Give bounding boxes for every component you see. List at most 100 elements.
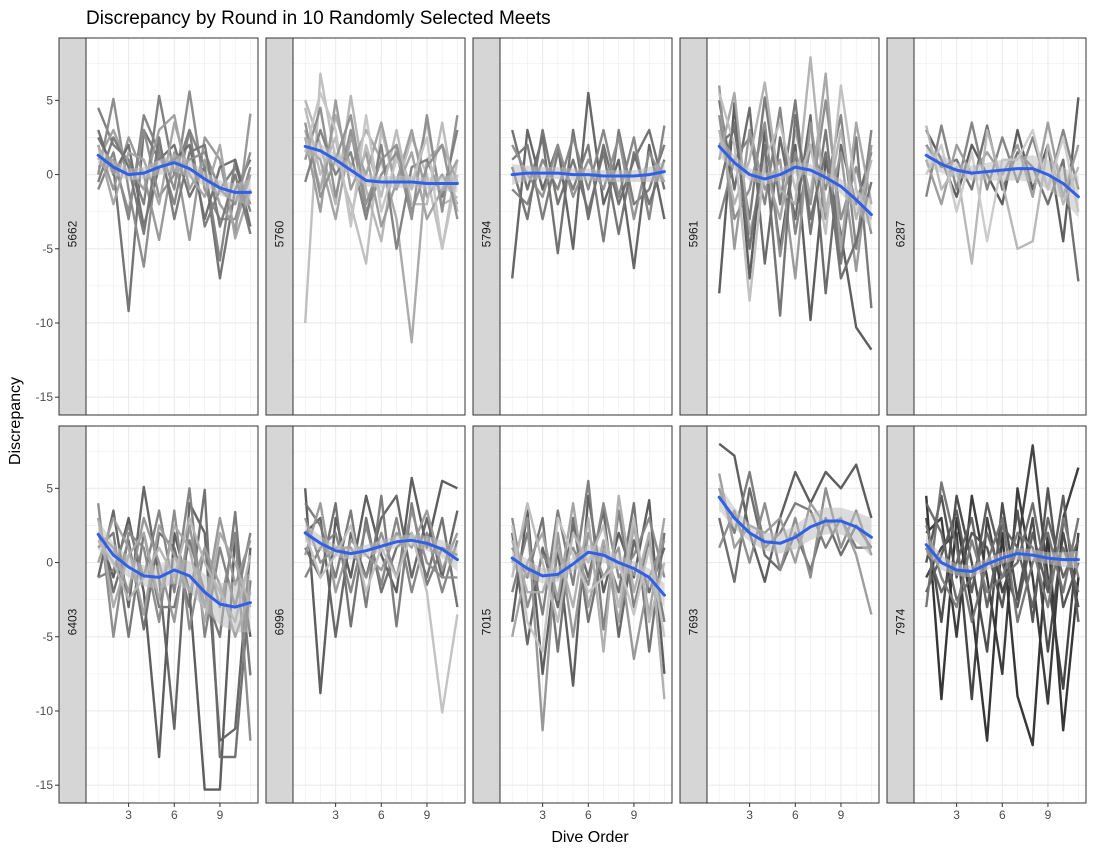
facet-strip: [472, 425, 501, 804]
x-tick-label: 9: [1045, 808, 1052, 822]
smooth-confidence-band: [512, 544, 665, 608]
facet-strip-label: 7693: [687, 608, 701, 635]
y-tick-label: 0: [46, 168, 53, 182]
panel-border: [58, 425, 259, 804]
diver-line: [925, 516, 1080, 609]
facet-strip-label: 5794: [480, 220, 494, 247]
y-tick-label: 0: [46, 556, 53, 570]
x-tick-label: 3: [332, 808, 339, 822]
x-tick-label: 9: [424, 808, 431, 822]
y-axis-title: Discrepancy: [7, 377, 24, 465]
diver-lines: [717, 56, 873, 351]
facet-panel-6996: 6996 3 6 9: [265, 425, 466, 822]
x-tick-label: 6: [792, 808, 799, 822]
x-tick-label: 3: [953, 808, 960, 822]
diver-line: [304, 106, 459, 221]
diver-line: [304, 476, 458, 695]
facet-strip-label: 6403: [66, 608, 80, 635]
smooth-confidence-band: [305, 137, 458, 193]
panel-border: [886, 37, 1087, 416]
diver-lines: [717, 442, 873, 615]
panel-border: [58, 37, 259, 416]
smooth-trend-line: [510, 550, 666, 597]
facet-panel-7693: 7693 3 6 9: [679, 425, 880, 822]
panel-background: [500, 38, 672, 415]
diver-line: [511, 516, 666, 653]
facet-panel-7974: 7974 3 6 9: [886, 425, 1087, 822]
facet-strip-label: 7974: [894, 608, 908, 635]
y-tick-label: 5: [46, 481, 53, 495]
x-tick-label: 3: [125, 808, 132, 822]
panel-border: [679, 37, 880, 416]
diver-lines: [96, 90, 252, 313]
diver-line: [511, 136, 666, 221]
x-tick-label: 6: [378, 808, 385, 822]
panel-grid: [914, 38, 1086, 415]
diver-lines: [96, 485, 252, 791]
smooth-trend-line: [303, 144, 459, 185]
smooth-trend-line: [96, 153, 252, 194]
y-tick-label: 5: [46, 93, 53, 107]
diver-lines: [303, 476, 459, 714]
diver-line: [511, 502, 666, 624]
facet-strip-label: 6287: [894, 220, 908, 247]
panel-background: [293, 426, 465, 803]
x-tick-label: 6: [999, 808, 1006, 822]
diver-line: [304, 502, 459, 628]
facet-panel-7015: 7015 3 6 9: [472, 425, 673, 822]
y-tick-label: -5: [42, 630, 53, 644]
diver-line: [925, 494, 1080, 653]
panel-border: [265, 425, 466, 804]
smooth-confidence-band: [512, 161, 665, 185]
x-tick-label: 3: [746, 808, 753, 822]
diver-line: [304, 91, 459, 251]
panel-border: [886, 425, 1087, 804]
diver-lines: [303, 72, 459, 344]
facet-strip-label: 5662: [66, 220, 80, 247]
facet-panel-5760: 5760: [265, 37, 466, 416]
diver-line: [304, 113, 459, 220]
x-tick-label: 9: [631, 808, 638, 822]
smooth-confidence-band: [926, 144, 1079, 218]
smooth-confidence-band: [98, 146, 251, 206]
x-axis-title: Dive Order: [551, 829, 629, 846]
facet-strip-label: 5961: [687, 220, 701, 247]
facet-strip-label: 6996: [273, 608, 287, 635]
diver-lines: [510, 91, 666, 279]
diver-line: [304, 121, 459, 221]
y-tick-label: -5: [42, 242, 53, 256]
y-tick-label: -15: [36, 390, 54, 404]
smooth-confidence-band: [98, 519, 251, 633]
smooth-trend-line: [717, 495, 873, 545]
diver-line: [718, 113, 873, 317]
facet-panel-5961: 5961: [679, 37, 880, 416]
facet-panel-5662: 5662 5 0 -5 -10 -15: [36, 37, 259, 416]
facet-panel-5794: 5794: [472, 37, 673, 416]
diver-line: [97, 128, 252, 313]
smooth-confidence-band: [719, 136, 872, 230]
diver-lines: [924, 97, 1080, 282]
facet-strip: [58, 425, 87, 804]
smooth-trend-line: [924, 543, 1080, 573]
facet-strip-label: 5760: [273, 220, 287, 247]
diver-lines: [924, 444, 1080, 747]
panel-border: [265, 37, 466, 416]
panel-grid: [293, 38, 465, 415]
diver-line: [718, 84, 873, 302]
x-tick-label: 6: [171, 808, 178, 822]
panel-border: [679, 425, 880, 804]
y-tick-label: -15: [36, 778, 54, 792]
diver-line: [925, 487, 1080, 624]
y-tick-label: -10: [36, 704, 54, 718]
facet-panel-6403: 6403 5 0 -5 -10 -15 3 6 9: [36, 425, 259, 822]
panel-border: [472, 425, 673, 804]
facet-strip: [886, 425, 915, 804]
x-tick-label: 9: [217, 808, 224, 822]
panel-border: [472, 37, 673, 416]
smooth-trend-line: [303, 531, 459, 562]
facet-strip: [265, 425, 294, 804]
facet-strip-label: 7015: [480, 608, 494, 635]
x-tick-label: 3: [539, 808, 546, 822]
facet-strip: [265, 37, 294, 416]
